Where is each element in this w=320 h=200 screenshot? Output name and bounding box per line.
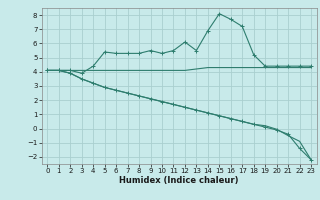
X-axis label: Humidex (Indice chaleur): Humidex (Indice chaleur)	[119, 176, 239, 185]
